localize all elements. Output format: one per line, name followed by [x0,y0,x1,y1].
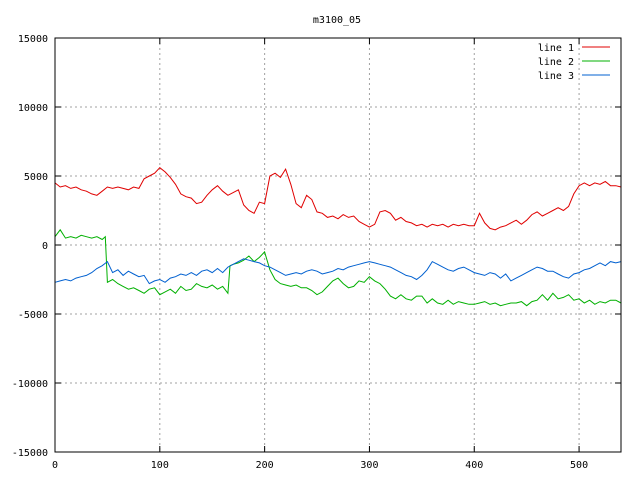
x-tick-label: 0 [52,460,58,471]
x-tick-label: 100 [151,460,169,471]
y-tick-label: 0 [42,241,48,252]
series-line-3 [54,258,622,285]
x-tick-label: 500 [570,460,588,471]
x-axis: 0 100 200 300 400 500 [52,38,588,471]
legend-label: line 2 [538,57,574,68]
y-axis: -15000 -10000 -5000 0 5000 10000 15000 [12,34,621,459]
plot-frame [54,37,622,453]
y-tick-label: -10000 [12,379,48,390]
y-tick-label: 10000 [18,103,48,114]
legend-label: line 3 [538,71,574,82]
y-tick-label: -15000 [12,448,48,459]
chart-title: m3100_05 [313,15,361,26]
series-line-2 [54,228,622,307]
y-tick-label: -5000 [18,310,48,321]
legend: line 1 line 2 line 3 [538,43,610,82]
x-tick-label: 400 [465,460,483,471]
series-lines [54,167,622,307]
grid [55,38,621,452]
y-tick-label: 5000 [24,172,48,183]
y-tick-label: 15000 [18,34,48,45]
x-tick-label: 200 [256,460,274,471]
x-tick-label: 300 [360,460,378,471]
legend-label: line 1 [538,43,574,54]
series-line-1 [54,167,622,231]
